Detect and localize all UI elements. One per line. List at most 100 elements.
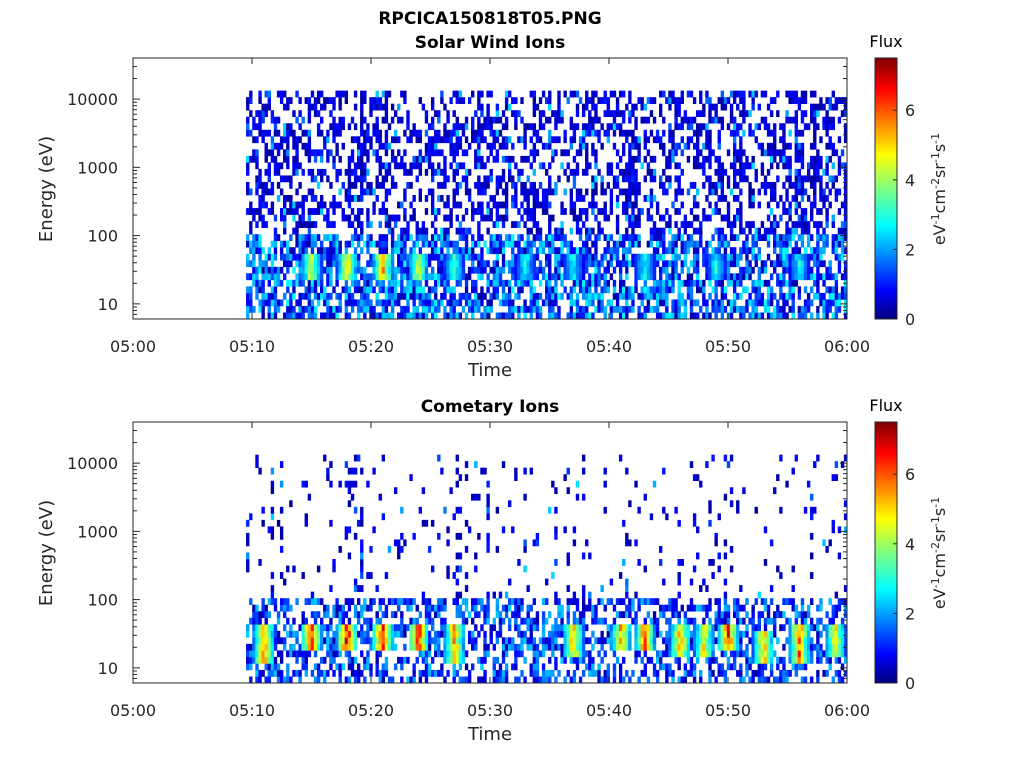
heatmap-cell: [517, 110, 521, 118]
heatmap-cell: [803, 247, 808, 255]
heatmap-cell: [794, 168, 798, 176]
heatmap-cell: [720, 312, 725, 320]
heatmap-cell: [486, 279, 490, 287]
heatmap-cell: [652, 227, 657, 235]
heatmap-cell: [298, 305, 302, 313]
heatmap-cell: [514, 650, 518, 658]
heatmap-cell: [813, 188, 817, 196]
heatmap-cell: [350, 240, 355, 248]
heatmap-cell: [246, 155, 250, 163]
heatmap-cell: [646, 136, 651, 144]
heatmap-cell: [316, 181, 321, 189]
heatmap-cell: [572, 312, 577, 320]
heatmap-cell: [316, 253, 321, 261]
heatmap-cell: [424, 266, 429, 274]
heatmap-cell: [307, 273, 312, 281]
heatmap-cell: [612, 286, 617, 294]
heatmap-cell: [566, 97, 570, 104]
heatmap-cell: [279, 526, 284, 534]
heatmap-cell: [631, 155, 635, 163]
heatmap-cell: [304, 240, 308, 248]
heatmap-cell: [797, 273, 802, 281]
heatmap-cell: [800, 208, 805, 215]
heatmap-cell: [597, 292, 601, 300]
heatmap-cell: [384, 175, 389, 183]
heatmap-cell: [329, 305, 333, 313]
heatmap-cell: [548, 97, 552, 104]
heatmap-cell: [585, 624, 589, 632]
heatmap-cell: [529, 162, 533, 170]
heatmap-cell: [803, 286, 808, 294]
heatmap-cell: [541, 663, 546, 671]
heatmap-cell: [495, 247, 500, 255]
heatmap-cell: [452, 286, 456, 294]
heatmap-cell: [779, 247, 783, 255]
heatmap-cell: [360, 559, 364, 566]
heatmap-cell: [631, 103, 635, 111]
heatmap-cell: [320, 624, 324, 632]
heatmap-cell: [381, 312, 386, 320]
heatmap-cell: [316, 565, 321, 573]
heatmap-cell: [400, 273, 404, 281]
heatmap-cell: [591, 312, 595, 320]
heatmap-cell: [686, 155, 691, 163]
heatmap-cell: [588, 260, 592, 268]
heatmap-cell: [520, 214, 524, 222]
heatmap-cell: [378, 637, 382, 645]
heatmap-cell: [246, 532, 250, 540]
heatmap-cell: [739, 266, 743, 274]
heatmap-cell: [501, 669, 506, 677]
heatmap-cell: [316, 208, 321, 215]
heatmap-cell: [430, 253, 435, 261]
heatmap-cell: [677, 279, 681, 287]
heatmap-cell: [671, 90, 675, 98]
heatmap-cell: [486, 175, 490, 183]
heatmap-cell: [517, 253, 521, 261]
heatmap-cell: [606, 136, 610, 144]
heatmap-cell: [665, 260, 669, 268]
heatmap-cell: [689, 90, 694, 98]
heatmap-cell: [677, 227, 681, 235]
heatmap-cell: [523, 240, 527, 248]
heatmap-cell: [606, 234, 610, 242]
heatmap-cell: [541, 266, 546, 274]
heatmap-cell: [714, 181, 718, 189]
heatmap-cell: [699, 234, 703, 242]
heatmap-cell: [662, 227, 666, 235]
heatmap-cell: [631, 234, 635, 242]
heatmap-cell: [307, 266, 312, 274]
heatmap-cell: [763, 266, 768, 274]
heatmap-cell: [637, 240, 641, 248]
heatmap-cell: [779, 123, 783, 131]
heatmap-cell: [569, 292, 574, 300]
heatmap-cell: [822, 292, 826, 300]
heatmap-cell: [566, 292, 570, 300]
heatmap-cell: [526, 123, 530, 131]
heatmap-cell: [603, 273, 607, 281]
heatmap-cell: [397, 299, 401, 307]
heatmap-cell: [523, 279, 527, 287]
heatmap-cell: [310, 279, 315, 287]
heatmap-cell: [594, 175, 598, 183]
heatmap-cell: [279, 97, 284, 104]
heatmap-cell: [695, 188, 700, 196]
heatmap-cell: [483, 175, 487, 183]
heatmap-cell: [384, 637, 389, 645]
heatmap-cell: [732, 292, 737, 300]
heatmap-cell: [523, 676, 527, 684]
heatmap-cell: [464, 168, 469, 176]
heatmap-cell: [806, 266, 811, 274]
heatmap-cell: [711, 247, 715, 255]
heatmap-cell: [504, 155, 509, 163]
heatmap-cell: [455, 532, 459, 540]
heatmap-cell: [551, 110, 555, 118]
heatmap-cell: [424, 656, 429, 664]
heatmap-cell: [695, 129, 700, 137]
heatmap-cell: [375, 292, 379, 300]
heatmap-cell: [791, 260, 795, 268]
heatmap-cell: [446, 299, 450, 307]
heatmap-cell: [289, 305, 293, 313]
heatmap-cell: [434, 142, 438, 150]
heatmap-cell: [603, 90, 607, 98]
heatmap-cell: [720, 123, 725, 131]
